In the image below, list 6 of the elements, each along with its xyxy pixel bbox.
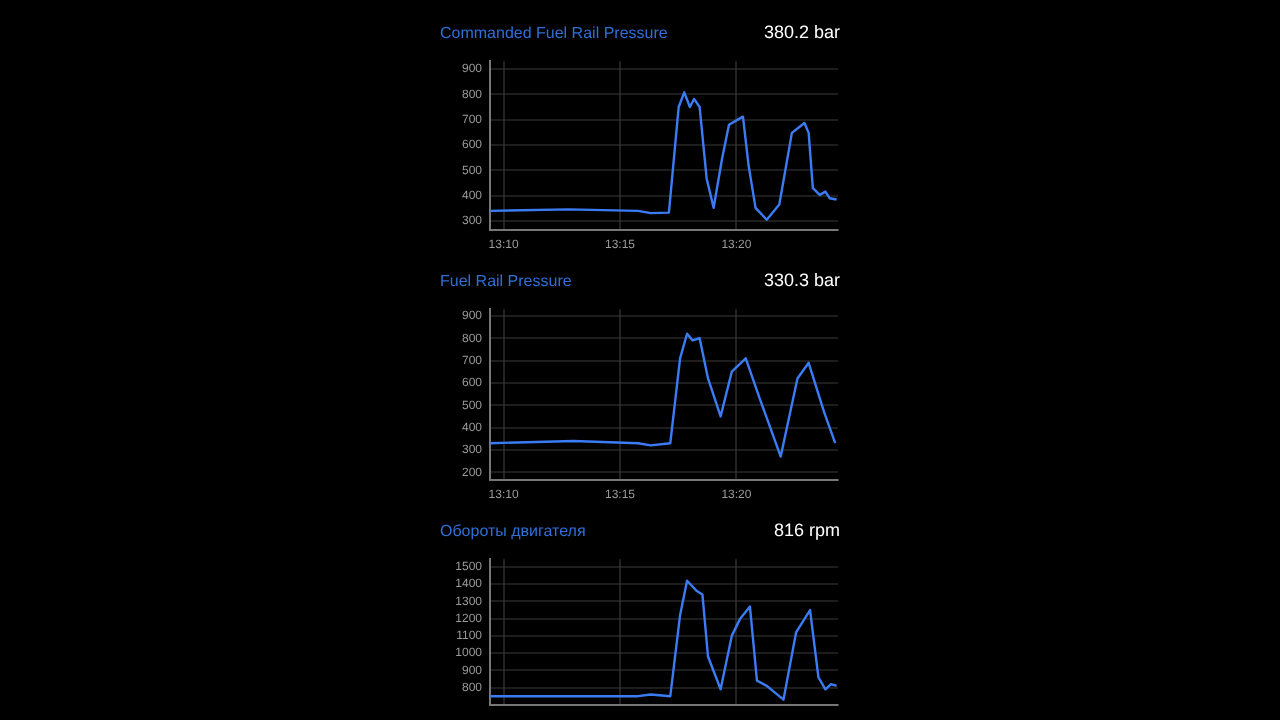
chart-title: Fuel Rail Pressure bbox=[440, 272, 572, 290]
chart-title: Commanded Fuel Rail Pressure bbox=[440, 24, 668, 42]
chart-subtitle: 330.3 bar bbox=[763, 270, 840, 290]
chart-subtitle: 816 rpm bbox=[773, 520, 840, 540]
chart-subtitle: 380.2 bar bbox=[763, 22, 840, 42]
chart-title: Обороты двигателя bbox=[440, 522, 586, 540]
